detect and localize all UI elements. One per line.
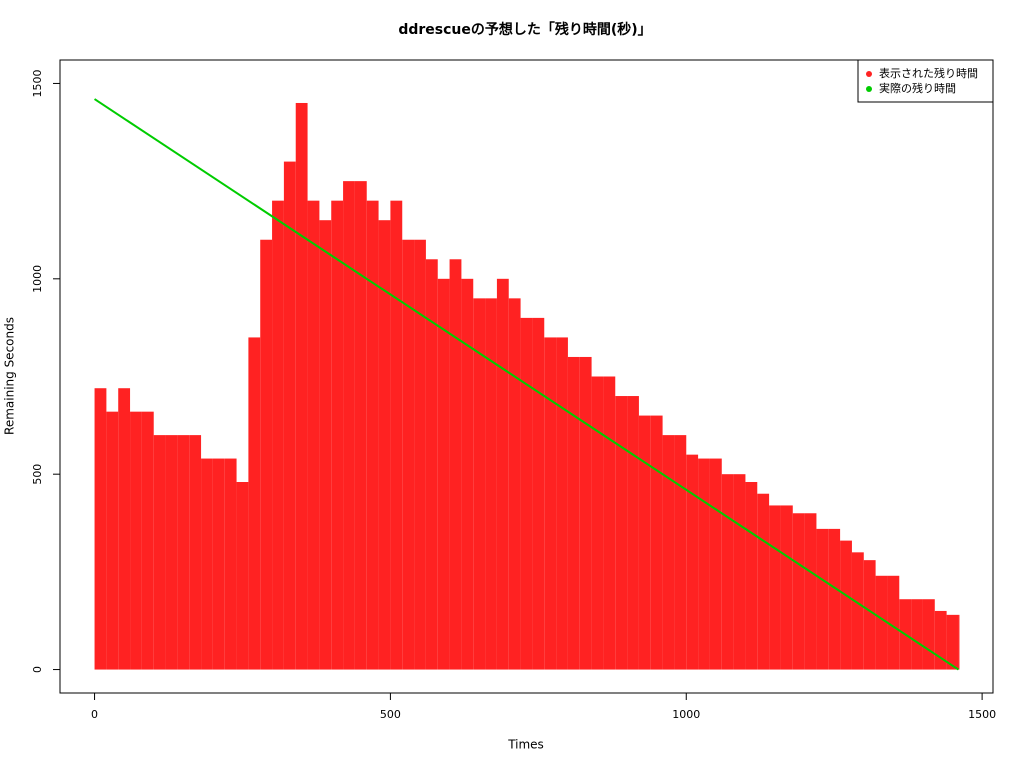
y-tick-label: 0 [31, 666, 44, 673]
bar [414, 239, 426, 670]
legend-label: 表示された残り時間 [879, 66, 978, 80]
bar [698, 458, 710, 670]
bar [780, 505, 793, 670]
bar [567, 356, 580, 670]
bar [260, 239, 273, 670]
bar [307, 200, 320, 670]
bar [674, 435, 687, 670]
x-tick-label: 1000 [672, 708, 700, 721]
bar [212, 458, 225, 670]
bar [556, 337, 568, 670]
y-tick-label: 1000 [31, 265, 44, 293]
bar [461, 278, 474, 670]
bar [343, 181, 355, 670]
plot-frame [59, 59, 994, 694]
bar [201, 458, 213, 670]
bar [473, 298, 486, 670]
bar [106, 411, 119, 670]
bar [177, 435, 190, 670]
bar [709, 458, 722, 670]
bar [792, 513, 805, 670]
bar [922, 599, 935, 670]
legend-label: 実際の残り時間 [879, 81, 956, 95]
bar [390, 200, 403, 670]
bar [141, 411, 154, 670]
bar [165, 435, 178, 670]
x-axis-label: Times [507, 738, 544, 752]
bar [118, 388, 131, 670]
bar [579, 356, 592, 670]
y-tick-label: 500 [31, 464, 44, 485]
bar [804, 513, 817, 670]
bar [863, 560, 876, 670]
bar [508, 298, 521, 670]
bar [757, 493, 770, 670]
bar [911, 599, 923, 670]
bar [887, 575, 900, 670]
bar [153, 435, 166, 670]
bar [816, 528, 829, 670]
bar [946, 614, 959, 670]
bar [378, 220, 391, 670]
x-tick-label: 500 [380, 708, 401, 721]
bar [544, 337, 557, 670]
bar [828, 528, 841, 670]
bar [130, 411, 142, 670]
y-tick-label: 1500 [31, 69, 44, 97]
y-axis-label: Remaining Seconds [3, 317, 17, 435]
bar [662, 435, 675, 670]
legend-marker [866, 86, 872, 92]
bar [272, 200, 284, 670]
bar [485, 298, 497, 670]
bar [532, 317, 545, 670]
bar [603, 376, 616, 670]
bar [686, 454, 699, 670]
bar [627, 396, 639, 670]
bar [745, 482, 758, 670]
bar [840, 540, 852, 670]
x-tick-label: 0 [91, 708, 98, 721]
bar [934, 610, 947, 670]
bar [638, 415, 651, 670]
bar [236, 482, 249, 670]
bar [331, 200, 344, 670]
bar [94, 388, 107, 670]
bar [402, 239, 415, 670]
bar [283, 161, 296, 670]
bar [958, 614, 960, 670]
bar [591, 376, 604, 670]
bar [224, 458, 237, 670]
bar [354, 181, 367, 670]
bar [295, 102, 308, 670]
bar [248, 337, 261, 670]
line [94, 98, 959, 671]
bar [366, 200, 379, 670]
bar [650, 415, 663, 670]
bar [520, 317, 533, 670]
bar [425, 259, 438, 670]
bar [319, 220, 332, 670]
chart-title: ddrescueの予想した「残り時間(秒)」 [398, 21, 651, 38]
bar [733, 474, 746, 670]
bar [769, 505, 781, 670]
bar [851, 552, 864, 670]
legend-marker [866, 71, 872, 77]
bar [437, 278, 450, 670]
bar [721, 474, 734, 670]
bar [449, 259, 462, 670]
bar [875, 575, 888, 670]
bar [496, 278, 509, 670]
bar [615, 396, 628, 670]
legend-box [857, 59, 994, 103]
bar [189, 435, 202, 670]
x-tick-label: 1500 [968, 708, 996, 721]
